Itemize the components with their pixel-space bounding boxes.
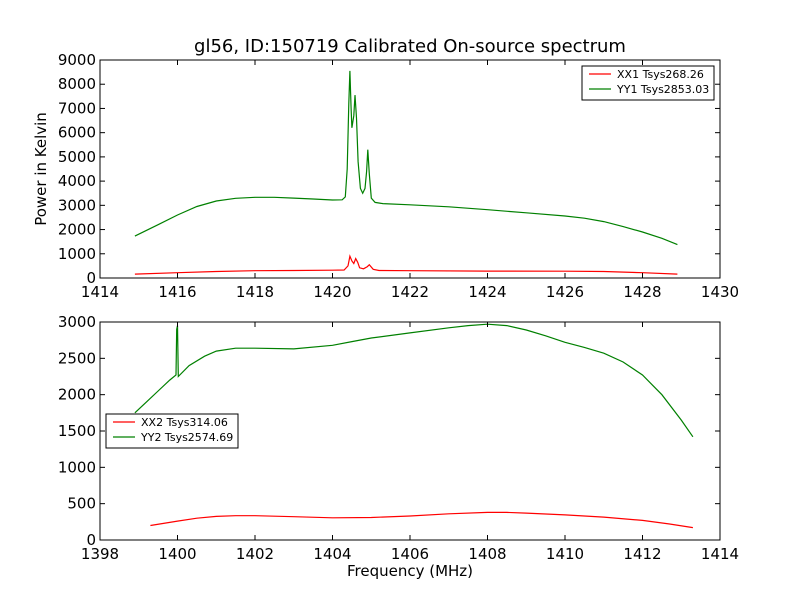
x-tick-label: 1426 bbox=[546, 283, 584, 301]
legend-label-yy1: YY1 Tsys2853.03 bbox=[616, 83, 709, 96]
top-plot-frame bbox=[99, 59, 721, 279]
y-tick-label: 6000 bbox=[58, 124, 96, 142]
x-tick-label: 1416 bbox=[158, 283, 196, 301]
x-tick-label: 1424 bbox=[468, 283, 506, 301]
legend-label-yy2: YY2 Tsys2574.69 bbox=[140, 431, 233, 444]
top-panel: 1414 1416 1418 1420 1422 1424 1426 1428 1430 0 100… bbox=[32, 51, 739, 301]
x-tick-label: 1422 bbox=[391, 283, 429, 301]
bottom-x-axis-label: Frequency (MHz) bbox=[347, 562, 473, 580]
y-tick-label: 4000 bbox=[58, 172, 96, 190]
y-tick-label: 5000 bbox=[58, 148, 96, 166]
bottom-legend-box bbox=[105, 413, 239, 449]
x-tick-label: 1414 bbox=[701, 545, 739, 563]
series-line-top-1 bbox=[134, 254, 678, 275]
y-tick-label: 2000 bbox=[58, 386, 96, 404]
bottom-panel: 1398 1400 1402 1404 1406 1408 1410 1412 1414 0 500… bbox=[58, 313, 739, 580]
x-tick-label: 1414 bbox=[81, 283, 119, 301]
top-panel-series bbox=[134, 70, 678, 275]
x-tick-label: 1398 bbox=[81, 545, 119, 563]
y-tick-label: 0 bbox=[86, 269, 96, 287]
chart-title: gl56, ID:150719 Calibrated On-source spe… bbox=[194, 36, 626, 57]
x-tick-label: 1406 bbox=[391, 545, 429, 563]
y-tick-label: 1500 bbox=[58, 422, 96, 440]
y-tick-label: 0 bbox=[86, 531, 96, 549]
series-line-top-2 bbox=[134, 70, 678, 246]
x-tick-label: 1418 bbox=[236, 283, 274, 301]
x-tick-label: 1420 bbox=[313, 283, 351, 301]
series-line-bottom-1 bbox=[150, 511, 693, 529]
y-tick-label: 2500 bbox=[58, 349, 96, 367]
x-tick-label: 1428 bbox=[623, 283, 661, 301]
bottom-panel-series bbox=[134, 323, 694, 529]
x-tick-label: 1412 bbox=[623, 545, 661, 563]
y-tick-label: 8000 bbox=[58, 75, 96, 93]
series-line-bottom-2 bbox=[134, 323, 694, 438]
y-tick-label: 7000 bbox=[58, 99, 96, 117]
x-tick-label: 1400 bbox=[158, 545, 196, 563]
x-tick-label: 1410 bbox=[546, 545, 584, 563]
top-legend-box bbox=[581, 65, 715, 101]
legend-label-xx1: XX1 Tsys268.26 bbox=[617, 68, 704, 81]
bottom-panel-ticks: 1398 1400 1402 1404 1406 1408 1410 1412 1414 0 500… bbox=[58, 313, 739, 563]
x-tick-label: 1430 bbox=[701, 283, 739, 301]
x-tick-label: 1402 bbox=[236, 545, 274, 563]
y-tick-label: 1000 bbox=[58, 458, 96, 476]
bottom-legend: XX2 Tsys314.06 YY2 Tsys2574.69 bbox=[105, 413, 239, 449]
top-legend: XX1 Tsys268.26 YY1 Tsys2853.03 bbox=[581, 65, 715, 101]
x-tick-label: 1404 bbox=[313, 545, 351, 563]
y-tick-label: 2000 bbox=[58, 221, 96, 239]
legend-label-xx2: XX2 Tsys314.06 bbox=[141, 416, 228, 429]
top-panel-ticks: 1414 1416 1418 1420 1422 1424 1426 1428 1430 0 100… bbox=[58, 51, 739, 301]
top-y-axis-label: Power in Kelvin bbox=[32, 112, 50, 226]
y-tick-label: 3000 bbox=[58, 196, 96, 214]
bottom-plot-frame bbox=[99, 321, 721, 541]
x-tick-label: 1408 bbox=[468, 545, 506, 563]
y-tick-label: 500 bbox=[67, 495, 96, 513]
y-tick-label: 1000 bbox=[58, 245, 96, 263]
y-tick-label: 9000 bbox=[58, 51, 96, 69]
y-tick-label: 3000 bbox=[58, 313, 96, 331]
